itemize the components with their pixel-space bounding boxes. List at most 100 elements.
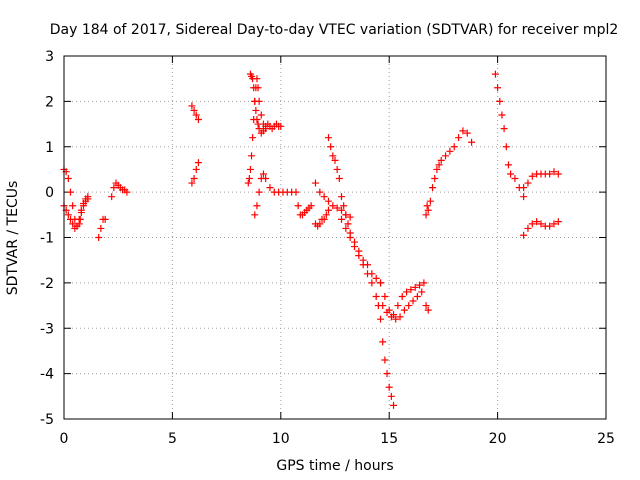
- data-point: [502, 143, 510, 151]
- data-point: [463, 129, 471, 137]
- y-tick-label: -4: [40, 367, 54, 383]
- data-point: [377, 315, 385, 323]
- data-point: [429, 184, 437, 192]
- data-point: [381, 292, 389, 300]
- data-point: [244, 179, 252, 187]
- y-tick-label: -2: [40, 276, 54, 292]
- data-point: [64, 211, 72, 219]
- data-point: [377, 279, 385, 287]
- data-point: [359, 261, 367, 269]
- data-point: [455, 134, 463, 142]
- y-tick-label: 0: [45, 185, 54, 201]
- y-tick-label: -1: [40, 231, 54, 247]
- data-point: [192, 165, 200, 173]
- data-point: [520, 231, 528, 239]
- data-point: [550, 220, 558, 228]
- data-point: [379, 338, 387, 346]
- data-point: [409, 297, 417, 305]
- data-points: [60, 70, 562, 409]
- data-point: [108, 193, 116, 201]
- data-point: [392, 315, 400, 323]
- data-point: [251, 211, 259, 219]
- data-point: [450, 143, 458, 151]
- data-point: [342, 224, 350, 232]
- grid: [64, 56, 606, 419]
- data-point: [528, 172, 536, 180]
- x-tick-label: 25: [597, 431, 615, 447]
- data-point: [355, 252, 363, 260]
- data-point: [511, 175, 519, 183]
- data-point: [387, 392, 395, 400]
- data-point: [507, 170, 515, 178]
- data-point: [255, 125, 263, 133]
- data-point: [390, 311, 398, 319]
- x-tick-label: 10: [272, 431, 290, 447]
- data-point: [266, 184, 274, 192]
- data-point: [67, 215, 75, 223]
- data-point: [394, 302, 402, 310]
- data-point: [69, 220, 77, 228]
- data-point: [101, 215, 109, 223]
- data-point: [259, 170, 267, 178]
- data-point: [250, 116, 258, 124]
- data-point: [333, 165, 341, 173]
- data-point: [338, 193, 346, 201]
- data-point: [537, 220, 545, 228]
- data-point: [426, 197, 434, 205]
- chart-title: Day 184 of 2017, Sidereal Day-to-day VTE…: [50, 22, 619, 38]
- data-point: [528, 220, 536, 228]
- data-point: [364, 270, 372, 278]
- data-point: [292, 188, 300, 196]
- data-point: [344, 220, 352, 228]
- data-point: [379, 302, 387, 310]
- data-point: [123, 188, 131, 196]
- data-point: [320, 193, 328, 201]
- data-point: [437, 156, 445, 164]
- data-point: [190, 106, 198, 114]
- data-point: [442, 152, 450, 160]
- data-point: [97, 224, 105, 232]
- data-point: [188, 102, 196, 110]
- data-point: [64, 175, 72, 183]
- data-point: [327, 143, 335, 151]
- data-point: [411, 283, 419, 291]
- data-point: [407, 286, 415, 294]
- data-point: [324, 197, 332, 205]
- data-point: [294, 202, 302, 210]
- data-point: [496, 97, 504, 105]
- data-point: [331, 156, 339, 164]
- data-point: [84, 193, 92, 201]
- data-point: [253, 202, 261, 210]
- plot-frame: [63, 55, 607, 420]
- y-tick-label: -3: [40, 321, 54, 337]
- data-point: [368, 279, 376, 287]
- data-point: [194, 159, 202, 167]
- data-point: [346, 234, 354, 241]
- data-point: [316, 188, 324, 196]
- data-point: [246, 165, 254, 173]
- data-point: [190, 175, 198, 183]
- data-point: [524, 179, 532, 187]
- data-point: [550, 168, 558, 176]
- data-point: [546, 170, 554, 178]
- data-point: [254, 84, 262, 92]
- data-point: [372, 274, 380, 282]
- data-point: [396, 313, 404, 321]
- data-point: [400, 306, 408, 314]
- data-point: [504, 161, 512, 169]
- data-point: [385, 383, 393, 391]
- data-point: [329, 202, 337, 210]
- data-point: [110, 184, 118, 192]
- data-point: [424, 306, 432, 314]
- data-point: [333, 204, 341, 212]
- data-point: [335, 175, 343, 183]
- data-point: [385, 306, 393, 314]
- data-point: [277, 122, 285, 130]
- data-point: [324, 206, 332, 214]
- x-tick-label: 5: [168, 431, 177, 447]
- data-point: [433, 165, 441, 173]
- data-point: [435, 161, 443, 169]
- data-point: [524, 224, 532, 232]
